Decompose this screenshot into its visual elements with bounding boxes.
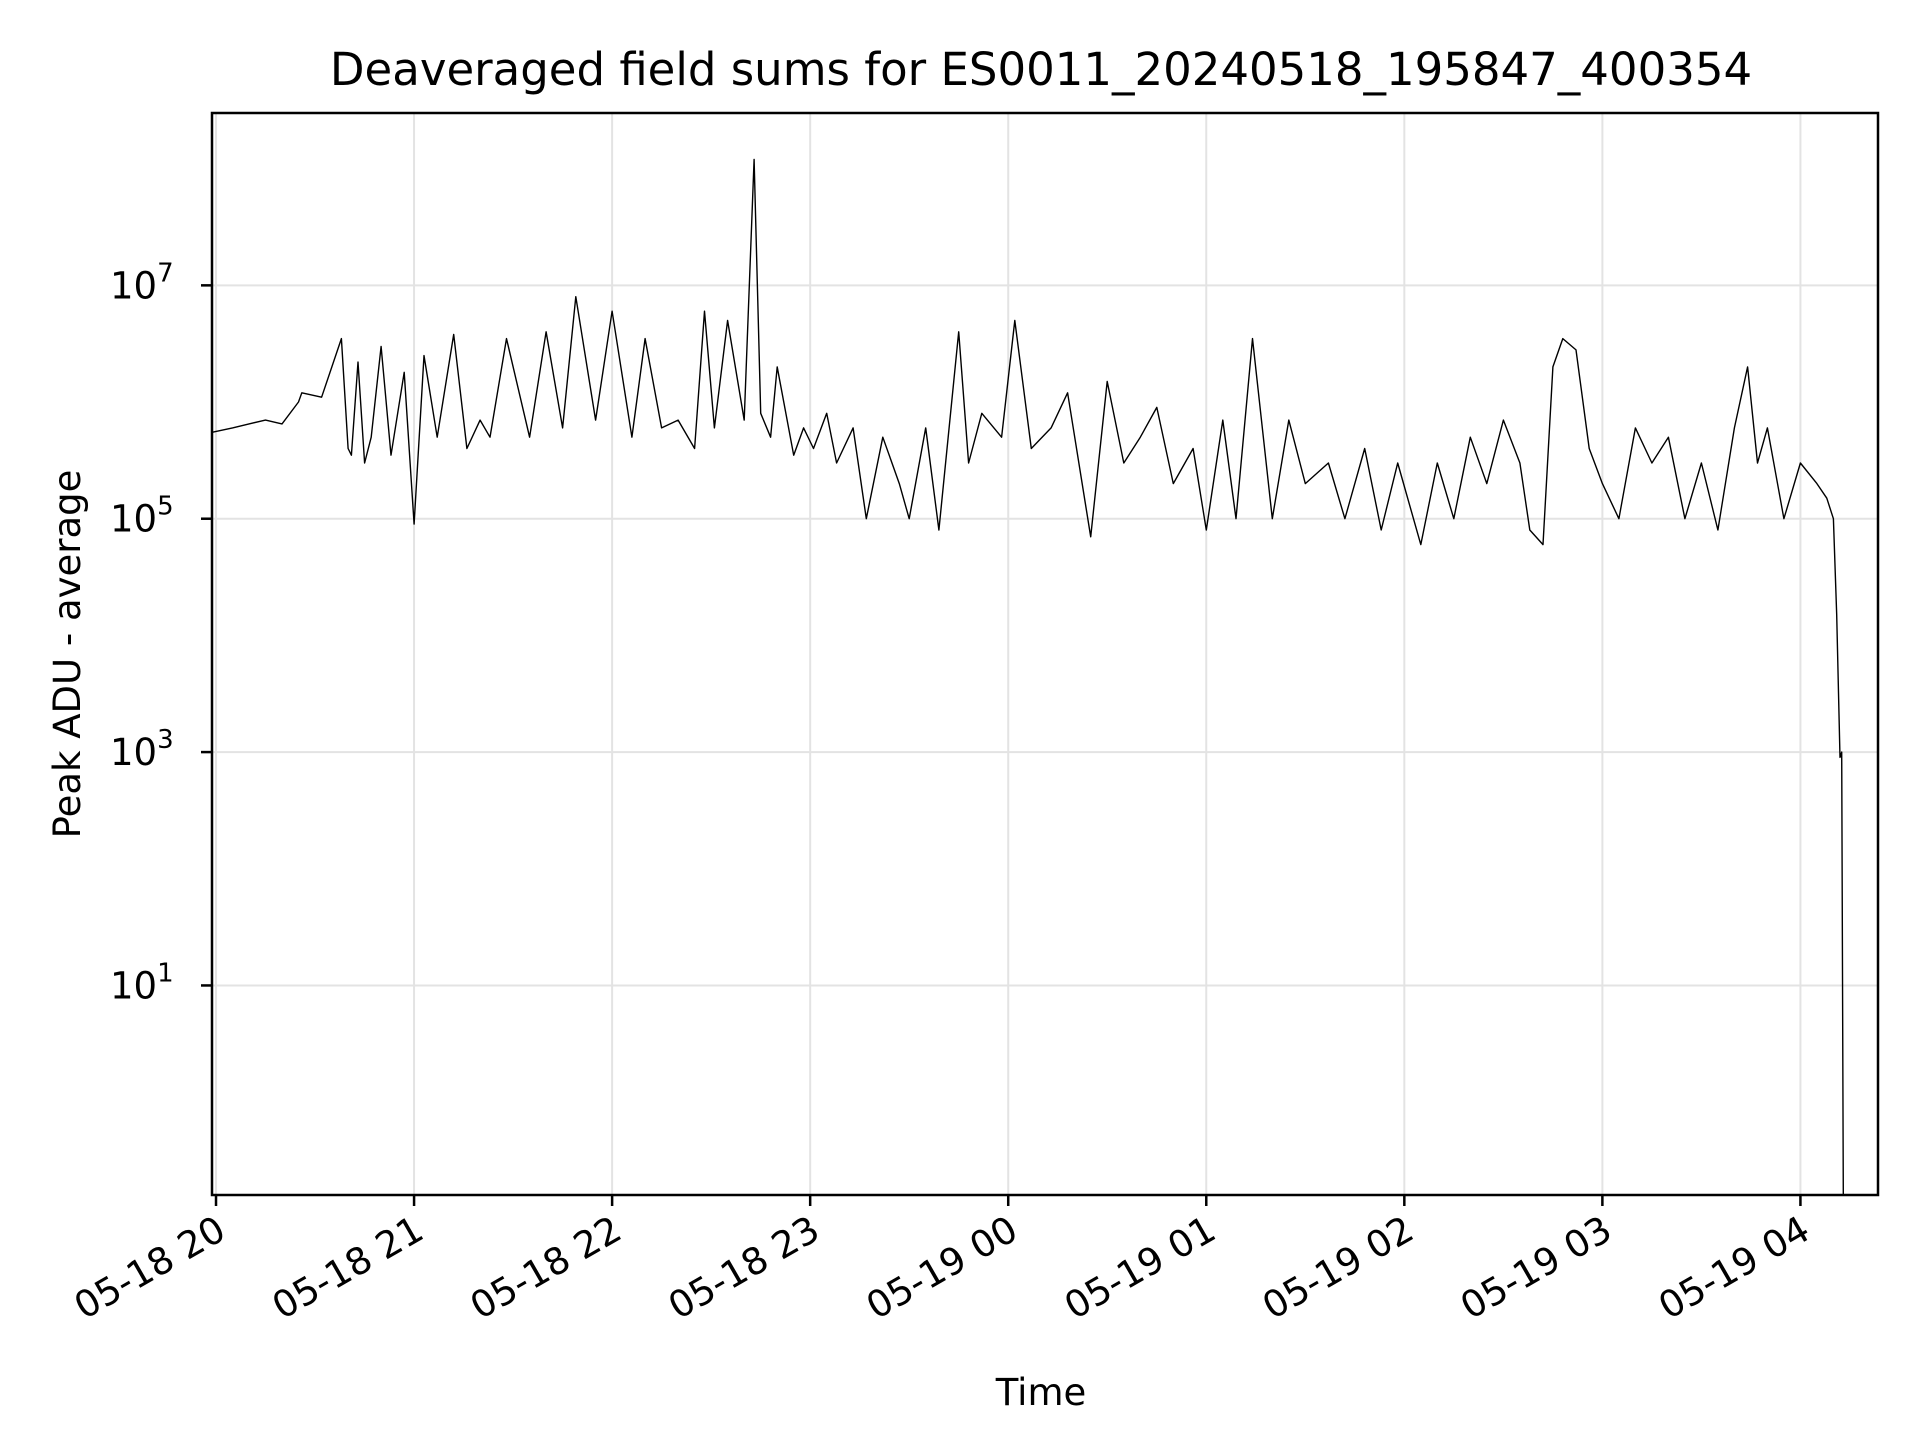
x-tick-label: 05-19 01: [1057, 1208, 1223, 1328]
y-tick-label: 103: [110, 725, 174, 774]
y-tick-base: 10: [110, 731, 157, 774]
x-tick-label: 05-18 21: [265, 1208, 431, 1328]
chart-title: Deaveraged field sums for ES0011_2024051…: [330, 43, 1752, 96]
y-tick-exponent: 3: [157, 725, 174, 755]
x-tick-label: 05-18 23: [661, 1208, 827, 1328]
y-tick-base: 10: [110, 498, 157, 541]
x-axis-label: Time: [995, 1371, 1087, 1414]
x-axis-ticks: 05-18 20 05-18 21 05-18 22 05-18 23 05-19 00…: [67, 1195, 1817, 1328]
y-tick-base: 10: [110, 264, 157, 307]
y-tick-exponent: 1: [157, 958, 174, 988]
y-tick-exponent: 5: [157, 492, 174, 522]
x-tick-label: 05-19 04: [1651, 1208, 1817, 1328]
x-tick-label: 05-19 00: [859, 1208, 1025, 1328]
y-gridlines: [212, 284, 1878, 987]
y-tick-base: 10: [110, 964, 157, 1007]
plot-frame: [210, 111, 1880, 1197]
series-line: [211, 158, 1844, 1196]
x-tick-label: 05-19 02: [1255, 1208, 1421, 1328]
x-tick-label: 05-18 20: [67, 1208, 233, 1328]
y-tick-label: 107: [110, 258, 174, 307]
y-tick-exponent: 7: [157, 258, 174, 288]
x-gridlines: [215, 113, 1802, 1195]
x-tick-label: 05-18 22: [463, 1208, 629, 1328]
y-tick-label: 105: [110, 492, 174, 541]
y-tick-label: 101: [110, 958, 174, 1007]
y-axis-label: Peak ADU - average: [46, 470, 89, 839]
x-tick-label: 05-19 03: [1453, 1208, 1619, 1328]
